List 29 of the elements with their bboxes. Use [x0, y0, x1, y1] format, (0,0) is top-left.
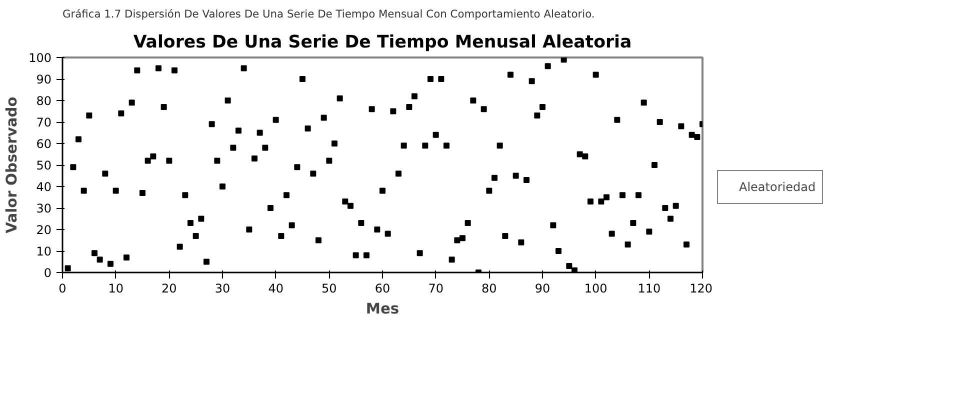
x-tick-label: 50 — [322, 282, 337, 296]
y-tick-label: 20 — [36, 223, 52, 237]
text: Aleatoriedad — [739, 180, 816, 194]
y-tick-label: 50 — [36, 158, 52, 172]
x-tick-label: 10 — [108, 282, 124, 296]
y-tick-label: 10 — [36, 244, 52, 258]
y-tick-label: 70 — [36, 116, 52, 130]
x-axis-title: Mes — [366, 300, 400, 318]
x-tick-label: 40 — [268, 282, 284, 296]
x-tick-label: 90 — [534, 282, 550, 296]
x-tick-label: 100 — [584, 282, 608, 296]
chart-title: Valores De Una Serie De Tiempo Menusal Aleatoria — [133, 32, 632, 52]
x-tick-label: 20 — [162, 282, 177, 296]
text: Gráfica 1.7 Dispersión De Valores De Una Serie De Tiempo Mensual Con Comportamiento Aleatorio. — [62, 8, 595, 20]
x-tick-label: 60 — [374, 282, 390, 296]
x-tick-label: 0 — [58, 282, 66, 296]
x-tick-label: 70 — [428, 282, 444, 296]
y-tick-label: 40 — [36, 180, 52, 194]
x-tick-label: 110 — [638, 282, 661, 296]
y-tick-label: 60 — [36, 137, 52, 151]
x-tick-label: 80 — [482, 282, 497, 296]
y-tick-label: 90 — [36, 72, 52, 86]
y-axis-title: Valor Observado — [4, 96, 21, 234]
x-tick-label: 30 — [214, 282, 230, 296]
y-tick-label: 30 — [36, 202, 52, 216]
y-tick-label: 80 — [36, 94, 52, 108]
y-tick-label: 0 — [44, 266, 52, 280]
y-tick-label: 100 — [28, 51, 52, 65]
x-tick-label: 120 — [690, 282, 712, 296]
